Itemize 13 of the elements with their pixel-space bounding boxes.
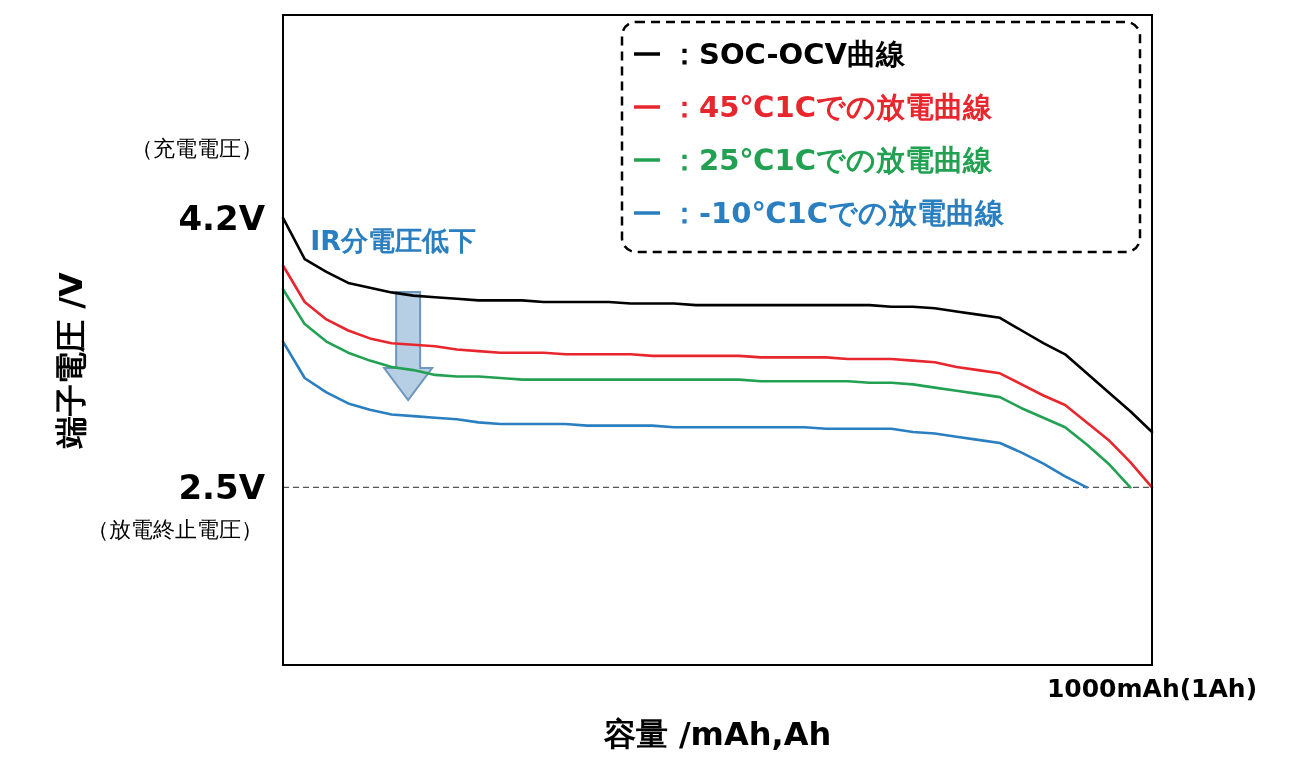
legend-label: ：25℃1Cでの放電曲線 — [670, 143, 993, 177]
text: （放電終止電圧） — [87, 517, 263, 543]
legend-label: ：45℃1Cでの放電曲線 — [670, 90, 993, 124]
x-axis-title: 容量 /mAh,Ah — [602, 715, 832, 753]
legend-label: ：SOC-OCV曲線 — [670, 37, 906, 71]
y-tick-label: 4.2V — [178, 197, 266, 238]
legend-label: ：-10℃1Cでの放電曲線 — [670, 196, 1005, 230]
annotation: IR分電圧低下 — [310, 225, 477, 256]
text: 1000mAh(1Ah) — [1046, 674, 1258, 703]
line-series — [281, 340, 1089, 489]
y-axis-title: 端子電圧 /V — [52, 271, 90, 449]
text: （充電電圧） — [131, 135, 263, 161]
y-tick-label: 2.5V — [178, 467, 266, 508]
